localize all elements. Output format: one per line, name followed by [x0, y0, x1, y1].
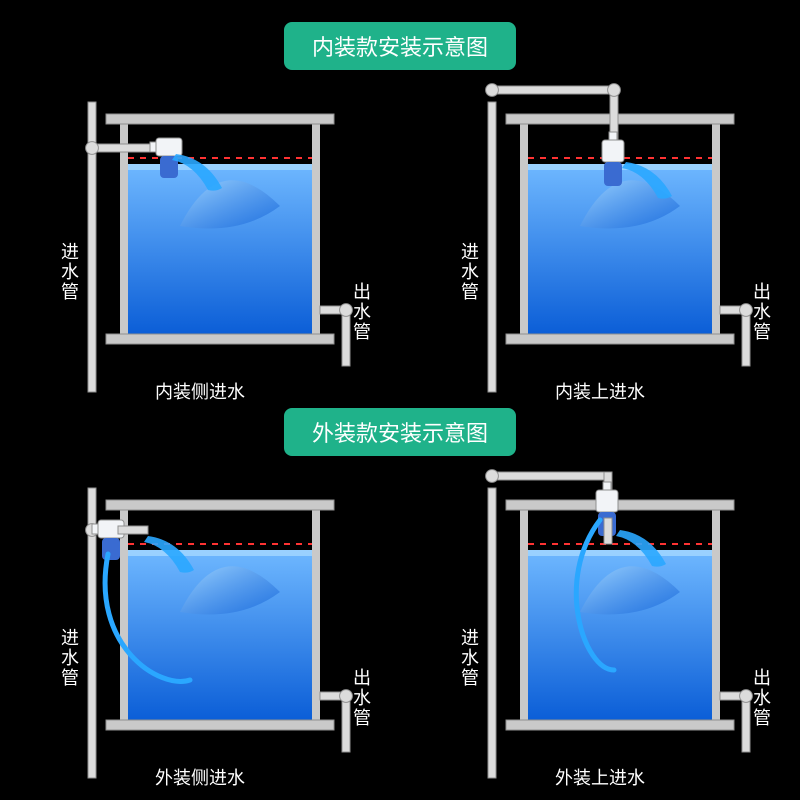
outlet-label: 出水管	[748, 282, 774, 342]
panel-caption: 内装上进水	[555, 378, 645, 404]
section-header-top: 内装款安装示意图	[284, 22, 516, 70]
inlet-label: 进水管	[456, 628, 482, 688]
panel-caption: 外装上进水	[555, 764, 645, 790]
diagram-external-side: 进水管 出水管 外装侧进水	[0, 458, 400, 798]
diagram-internal-top: 进水管 出水管 内装上进水	[400, 72, 800, 412]
inlet-label: 进水管	[456, 242, 482, 302]
inlet-label: 进水管	[56, 628, 82, 688]
diagram-internal-side: 进水管 出水管 内装侧进水	[0, 72, 400, 412]
panel-caption: 内装侧进水	[155, 378, 245, 404]
panel-caption: 外装侧进水	[155, 764, 245, 790]
outlet-label: 出水管	[348, 668, 374, 728]
section-header-middle: 外装款安装示意图	[284, 408, 516, 456]
outlet-label: 出水管	[348, 282, 374, 342]
float-valve-icon	[602, 132, 624, 186]
inlet-label: 进水管	[56, 242, 82, 302]
outlet-label: 出水管	[748, 668, 774, 728]
diagram-external-top: 进水管 出水管 外装上进水	[400, 458, 800, 798]
